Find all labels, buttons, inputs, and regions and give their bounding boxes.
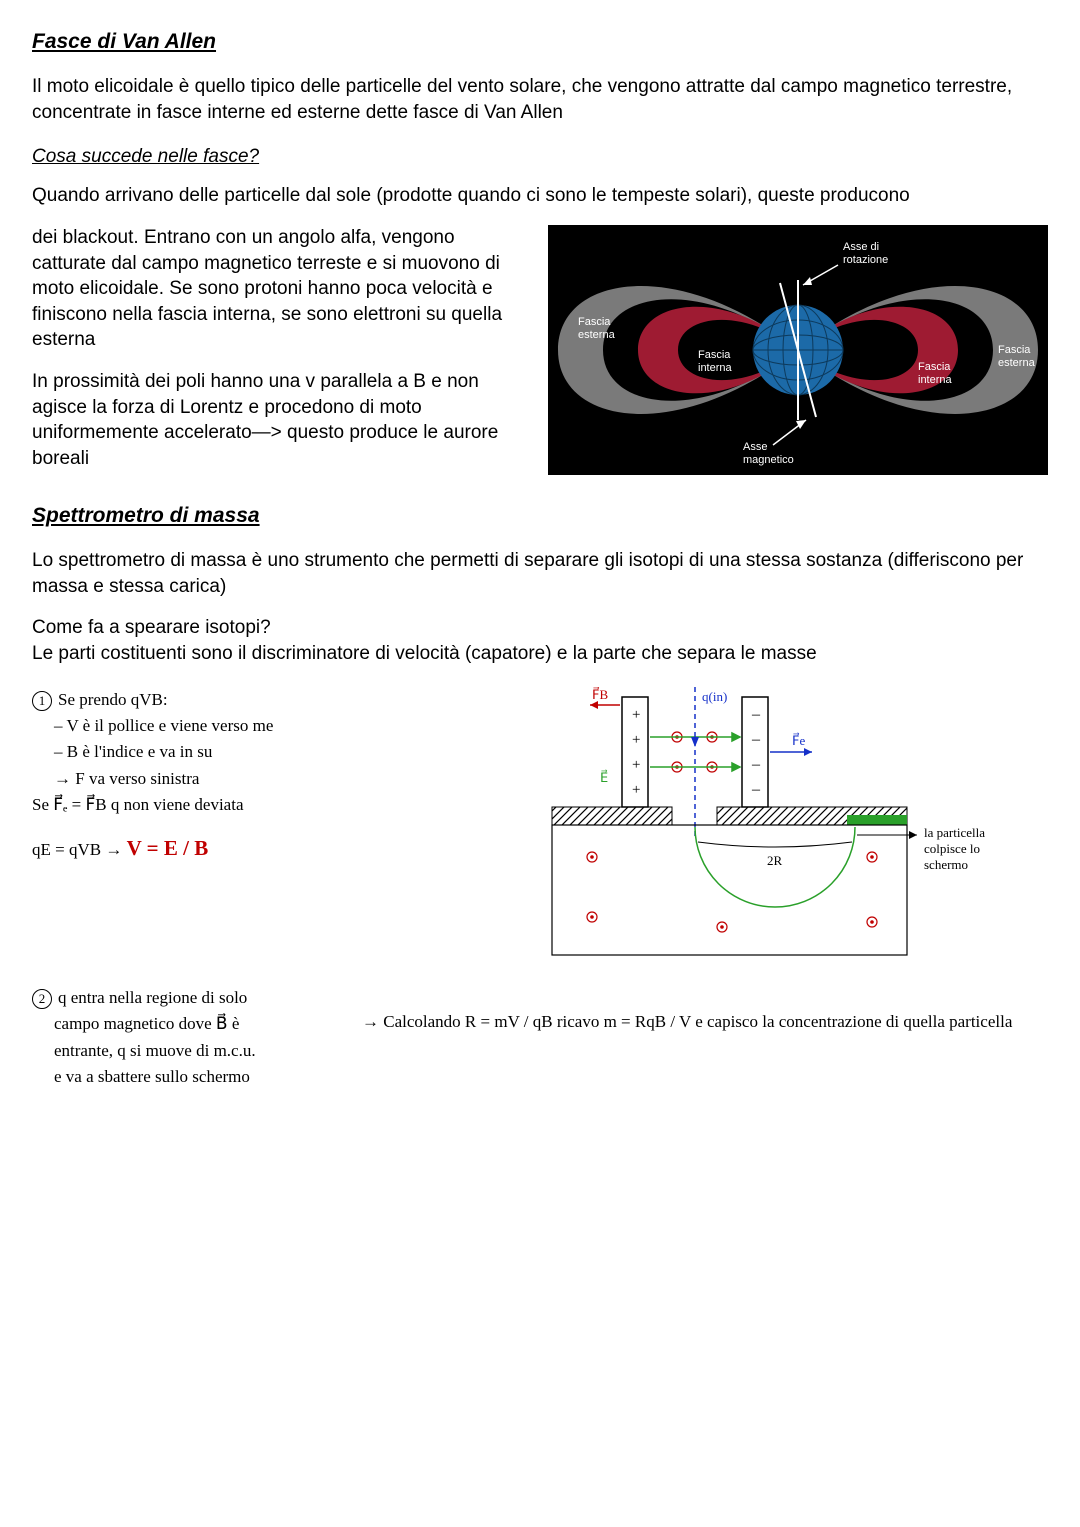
- para-spettrometro-q: Come fa a spearare isotopi? Le parti cos…: [32, 615, 1048, 666]
- h1-l6a: qE = qVB →: [32, 840, 127, 859]
- svg-text:E⃗: E⃗: [600, 769, 608, 784]
- h2-l4: e va a sbattere sullo schermo: [54, 1064, 332, 1090]
- h1-l5: Se F⃗ₑ = F⃗B q non viene deviata: [32, 792, 462, 818]
- svg-text:magnetico: magnetico: [743, 454, 794, 466]
- svg-text:q(in): q(in): [702, 689, 727, 704]
- h1-l4: → F va verso sinistra: [54, 766, 462, 792]
- handwritten-row-2: 2 q entra nella regione di solo campo mag…: [32, 985, 1048, 1090]
- svg-text:F⃗e: F⃗e: [792, 732, 805, 747]
- svg-text:colpisce lo: colpisce lo: [924, 841, 980, 856]
- handwritten-row-1: 1 Se prendo qVB: – V è il pollice e viene…: [32, 687, 1048, 975]
- step-2-icon: 2: [32, 989, 52, 1009]
- svg-text:Fascia: Fascia: [578, 316, 611, 328]
- svg-text:interna: interna: [698, 362, 733, 374]
- svg-text:esterna: esterna: [578, 329, 616, 341]
- hand-notes-1: 1 Se prendo qVB: – V è il pollice e viene…: [32, 687, 462, 865]
- h2-l1: q entra nella regione di solo: [58, 988, 247, 1007]
- hand-notes-2: 2 q entra nella regione di solo campo mag…: [32, 985, 332, 1090]
- svg-text:–: –: [751, 781, 761, 798]
- svg-text:2R: 2R: [767, 853, 783, 868]
- svg-text:+: +: [632, 757, 640, 773]
- para-aurora: In prossimità dei poli hanno una v paral…: [32, 369, 530, 472]
- svg-text:Fascia: Fascia: [918, 361, 951, 373]
- subheading-cosa-succede: Cosa succede nelle fasce?: [32, 144, 1048, 170]
- svg-text:Asse di: Asse di: [843, 241, 879, 253]
- svg-text:Asse: Asse: [743, 441, 767, 453]
- svg-text:–: –: [751, 706, 761, 723]
- h2-l3: entrante, q si muove di m.c.u.: [54, 1038, 332, 1064]
- svg-text:+: +: [632, 732, 640, 748]
- svg-text:F⃗B: F⃗B: [592, 687, 608, 702]
- q-line-b: Le parti costituenti sono il discriminat…: [32, 643, 817, 664]
- svg-text:esterna: esterna: [998, 357, 1036, 369]
- para-blackout-body: dei blackout. Entrano con un angolo alfa…: [32, 225, 530, 353]
- heading-van-allen: Fasce di Van Allen: [32, 28, 1048, 56]
- svg-text:Fascia: Fascia: [998, 344, 1031, 356]
- svg-text:–: –: [751, 731, 761, 748]
- h1-l3: – B è l'indice e va in su: [54, 739, 462, 765]
- svg-text:interna: interna: [918, 374, 953, 386]
- para-spettrometro-def: Lo spettrometro di massa è uno strumento…: [32, 548, 1048, 599]
- q-line-a: Come fa a spearare isotopi?: [32, 617, 271, 638]
- h1-l6b: V = E / B: [127, 836, 209, 860]
- para-intro: Il moto elicoidale è quello tipico delle…: [32, 74, 1048, 125]
- h1-l2: – V è il pollice e viene verso me: [54, 713, 462, 739]
- svg-text:Fascia: Fascia: [698, 349, 731, 361]
- row-text-diagram: dei blackout. Entrano con un angolo alfa…: [32, 225, 1048, 488]
- hand-notes-2-right: → Calcolando R = mV / qB ricavo m = RqB …: [362, 985, 1048, 1035]
- step-1-icon: 1: [32, 691, 52, 711]
- h2-l2: campo magnetico dove B⃗ è: [54, 1011, 332, 1037]
- svg-text:schermo: schermo: [924, 857, 968, 872]
- svg-text:–: –: [751, 756, 761, 773]
- spectrometer-diagram: + + + + – – – – q(in): [492, 687, 1052, 975]
- svg-text:rotazione: rotazione: [843, 254, 888, 266]
- svg-text:+: +: [632, 782, 640, 798]
- h1-l1: Se prendo qVB:: [58, 690, 168, 709]
- para-blackout-lead: Quando arrivano delle particelle dal sol…: [32, 183, 1048, 209]
- heading-spettrometro: Spettrometro di massa: [32, 502, 1048, 530]
- van-allen-diagram: Asse di rotazione Asse magnetico Fascia …: [548, 225, 1048, 483]
- svg-text:la particella: la particella: [924, 825, 985, 840]
- svg-text:+: +: [632, 707, 640, 723]
